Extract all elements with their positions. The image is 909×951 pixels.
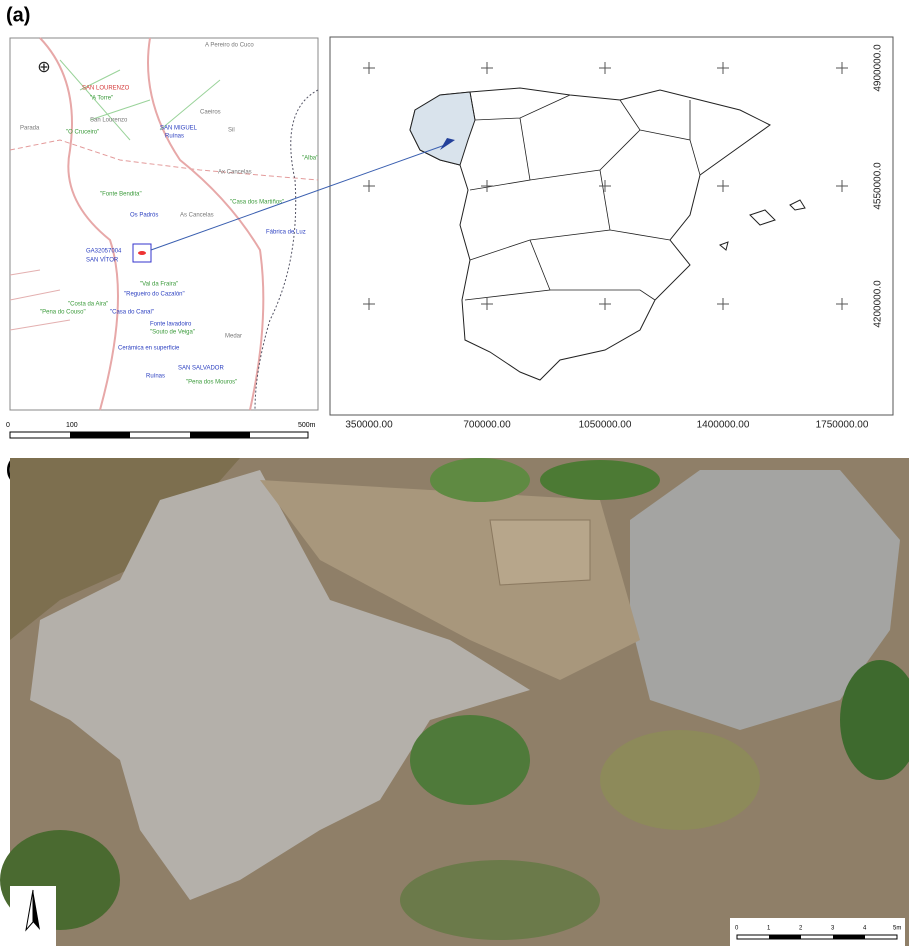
map-label: "Costa da Aira" xyxy=(68,302,108,308)
figure: (a) ⊕ A Pereiro do Cuco SAN LOURENZO "A … xyxy=(0,0,909,946)
map-label: Caeiros xyxy=(200,110,221,116)
map-label: Cerámica en superficie xyxy=(118,346,180,352)
svg-text:⊕: ⊕ xyxy=(37,59,50,76)
local-map: ⊕ A Pereiro do Cuco SAN LOURENZO "A Torr… xyxy=(10,38,318,410)
x-tick-label: 1750000.00 xyxy=(816,420,869,431)
y-tick-label: 4550000.0 xyxy=(873,162,884,210)
map-label: "Pena dos Mouros" xyxy=(186,380,237,386)
x-tick-label: 1050000.00 xyxy=(579,420,632,431)
map-label: SAN MIGUEL xyxy=(160,126,198,132)
map-label: Medar xyxy=(225,334,242,340)
map-label: "Fonte Bendita" xyxy=(100,192,142,198)
map-label: San Lourenzo xyxy=(90,118,128,124)
scale-label: 5m xyxy=(893,926,901,932)
map-label: "Val da Fraira" xyxy=(140,282,178,288)
y-tick-label: 4200000.0 xyxy=(873,280,884,328)
x-tick-label: 350000.00 xyxy=(345,420,393,431)
map-label: "Alba" xyxy=(302,156,318,162)
map-label: "Casa do Canal" xyxy=(110,310,154,316)
map-label: Fábrica de Luz xyxy=(266,230,306,236)
map-label: "Pena do Couso" xyxy=(40,310,86,316)
map-label: Ruínas xyxy=(165,134,184,140)
map-label: As Cancelas xyxy=(180,213,214,219)
map-label: "Souto de Veiga" xyxy=(150,330,195,336)
panel-label: (a) xyxy=(6,4,30,26)
map-label: "O Cruceiro" xyxy=(66,130,99,136)
scale-label: 100 xyxy=(66,422,78,429)
map-label: Ax Cancelas xyxy=(218,170,252,176)
map-label: Fonte lavadoiro xyxy=(150,322,192,328)
map-label: "Regueiro do Cazalón" xyxy=(124,292,185,298)
spain-map: 350000.00 700000.00 1050000.00 1400000.0… xyxy=(330,37,893,431)
map-label: Ruínas xyxy=(146,374,165,380)
aerial-photo: 0 1 2 3 4 5m xyxy=(0,458,909,946)
map-label: A Pereiro do Cuco xyxy=(205,43,254,49)
map-label: Os Padrós xyxy=(130,213,158,219)
map-label: SAN LOURENZO xyxy=(82,86,130,92)
map-label: Sil xyxy=(228,128,235,134)
map-label: "A Torre" xyxy=(90,96,113,102)
map-label: "Casa dos Martiños" xyxy=(230,200,284,206)
scale-label: 0 xyxy=(6,422,10,429)
map-label: Parada xyxy=(20,126,40,132)
scale-bar: 0 100 500m xyxy=(6,422,316,438)
x-tick-label: 700000.00 xyxy=(463,420,511,431)
x-tick-label: 1400000.00 xyxy=(697,420,750,431)
map-label: SAN VÍTOR xyxy=(86,257,119,264)
y-tick-label: 4900000.0 xyxy=(873,44,884,92)
scale-label: 500m xyxy=(298,422,316,429)
map-label: GA32057004 xyxy=(86,249,122,255)
map-label: SAN SALVADOR xyxy=(178,366,224,372)
